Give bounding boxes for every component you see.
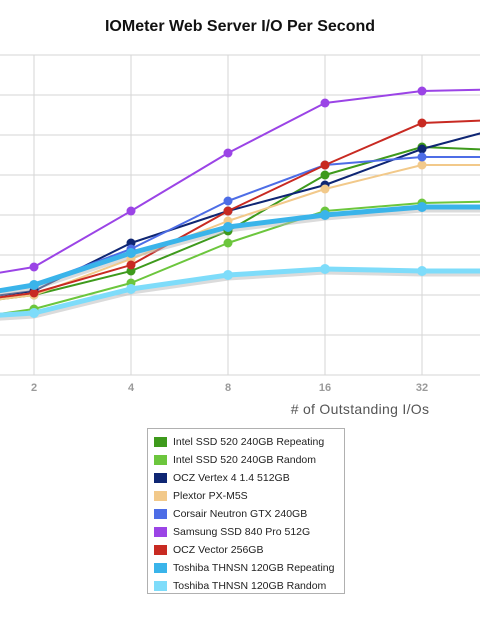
series-line (0, 88, 480, 274)
legend-item: Toshiba THNSN 120GB Repeating (154, 559, 344, 577)
legend-swatch (154, 563, 167, 573)
data-point (29, 262, 39, 272)
legend-label: Samsung SSD 840 Pro 512G (173, 526, 311, 538)
x-tick-label: 4 (128, 382, 135, 394)
data-point (223, 196, 233, 206)
data-point (223, 148, 233, 158)
grid-lines (0, 54, 480, 376)
legend-swatch (154, 491, 167, 501)
legend-swatch (154, 473, 167, 483)
data-point (320, 210, 330, 220)
legend-swatch (154, 455, 167, 465)
legend-item: Intel SSD 520 240GB Random (154, 451, 344, 469)
x-tick-label: 32 (416, 382, 428, 394)
legend-item: Toshiba THNSN 120GB Random (154, 577, 344, 595)
data-point (320, 170, 330, 180)
legend-label: Intel SSD 520 240GB Repeating (173, 436, 325, 448)
data-point (417, 152, 427, 162)
series-points (29, 86, 427, 318)
data-point (29, 288, 39, 298)
legend-item: Samsung SSD 840 Pro 512G (154, 523, 344, 541)
x-tick-label: 8 (225, 382, 231, 394)
legend-swatch (154, 437, 167, 447)
data-point (417, 202, 427, 212)
legend-item: Intel SSD 520 240GB Repeating (154, 433, 344, 451)
data-point (223, 222, 233, 232)
legend-label: Toshiba THNSN 120GB Repeating (173, 562, 335, 574)
legend-label: Plextor PX-M5S (173, 490, 248, 502)
data-point (223, 270, 233, 280)
data-point (417, 86, 427, 96)
data-point (417, 266, 427, 276)
data-point (320, 264, 330, 274)
legend-swatch (154, 527, 167, 537)
legend-item: Plextor PX-M5S (154, 487, 344, 505)
chart-title: IOMeter Web Server I/O Per Second (104, 18, 376, 35)
x-tick-label: 16 (319, 382, 331, 394)
data-point (320, 98, 330, 108)
data-point (223, 238, 233, 248)
data-point (417, 160, 427, 170)
data-point (29, 280, 39, 290)
legend-label: Corsair Neutron GTX 240GB (173, 508, 308, 520)
x-tick-label: 2 (31, 382, 37, 394)
legend: Intel SSD 520 240GB Repeating Intel SSD 5… (147, 428, 345, 594)
legend-label: OCZ Vertex 4 1.4 512GB (173, 472, 290, 484)
data-point (126, 284, 136, 294)
legend-swatch (154, 509, 167, 519)
legend-item: OCZ Vector 256GB (154, 541, 344, 559)
data-point (126, 206, 136, 216)
data-point (223, 206, 233, 216)
data-point (126, 260, 136, 270)
legend-swatch (154, 545, 167, 555)
x-axis-label: # of Outstanding I/Os (291, 401, 430, 417)
legend-label: Intel SSD 520 240GB Random (173, 454, 317, 466)
legend-item: Corsair Neutron GTX 240GB (154, 505, 344, 523)
series-lines (0, 88, 480, 321)
x-tick-labels: 2 4 8 16 32 (31, 382, 428, 394)
data-point (126, 248, 136, 258)
data-point (29, 308, 39, 318)
data-point (417, 144, 427, 154)
data-point (320, 160, 330, 170)
series-line-shadow (0, 267, 480, 321)
legend-label: OCZ Vector 256GB (173, 544, 264, 556)
legend-item: OCZ Vertex 4 1.4 512GB (154, 469, 344, 487)
data-point (320, 184, 330, 194)
legend-swatch (154, 581, 167, 591)
series-line (0, 204, 480, 294)
data-point (417, 118, 427, 128)
legend-label: Toshiba THNSN 120GB Random (173, 580, 327, 592)
